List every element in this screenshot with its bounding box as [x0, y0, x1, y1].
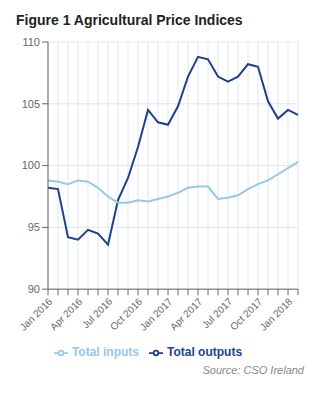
svg-text:Jan 2017: Jan 2017 — [137, 295, 175, 333]
svg-text:Jan 2016: Jan 2016 — [17, 295, 55, 333]
svg-text:Jul 2016: Jul 2016 — [79, 295, 115, 331]
html-text:Figure 1 Agricultural Price In: Figure 1 Agricultural Price Indices — [16, 12, 243, 28]
svg-text:105: 105 — [22, 98, 40, 110]
svg-text:Apr 2016: Apr 2016 — [48, 296, 85, 333]
svg-text:Oct 2016: Oct 2016 — [108, 295, 145, 333]
html-text:Total outputs: Total outputs — [167, 345, 243, 360]
svg-text:Apr 2017: Apr 2017 — [168, 296, 205, 333]
svg-text:100: 100 — [22, 159, 40, 171]
html-text:Total inputs: Total inputs — [71, 345, 139, 360]
svg-text:Jul 2017: Jul 2017 — [199, 295, 235, 331]
svg-text:110: 110 — [22, 36, 40, 48]
html-text:Source: CSO Ireland: Source: CSO Ireland — [202, 364, 304, 376]
svg-text:95: 95 — [28, 221, 40, 233]
svg-text:Jan 2018: Jan 2018 — [258, 296, 295, 333]
svg-text:90: 90 — [28, 283, 40, 295]
svg-text:Oct 2017: Oct 2017 — [228, 295, 265, 333]
